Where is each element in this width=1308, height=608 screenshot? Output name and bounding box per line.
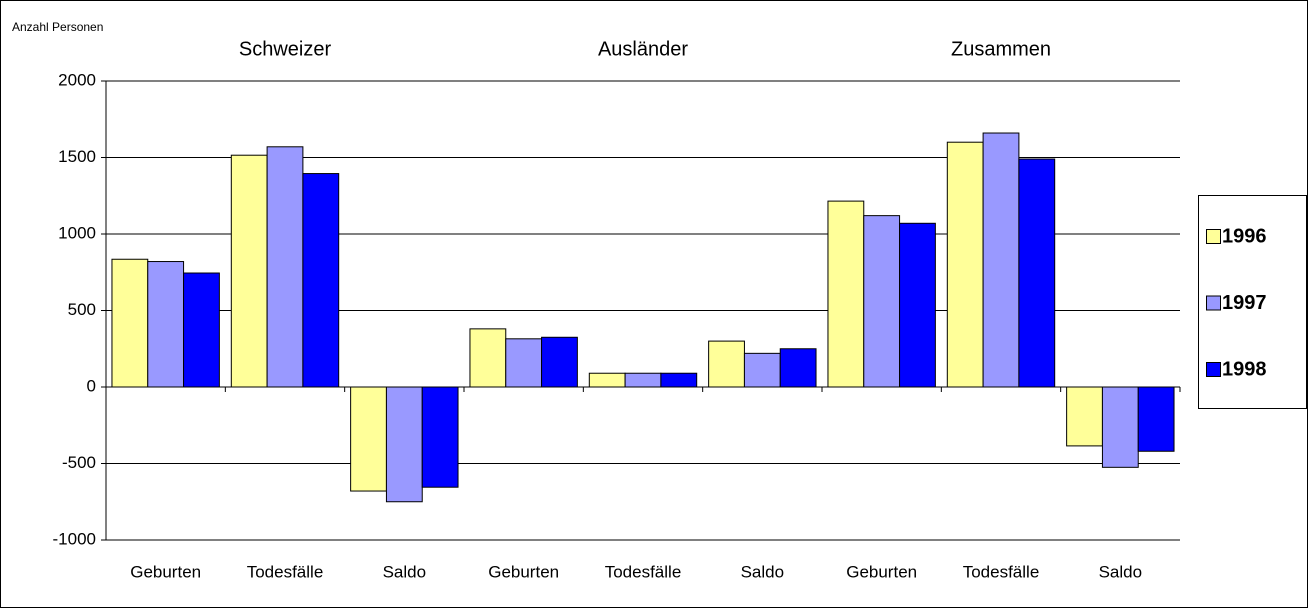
bar [230, 154, 268, 388]
x-tick-label: Saldo [741, 562, 784, 581]
bar [385, 386, 423, 503]
y-tick-label: 2000 [58, 70, 96, 89]
bar [743, 352, 781, 388]
bar [1066, 386, 1103, 447]
bar [505, 338, 543, 388]
bar [541, 336, 578, 388]
x-tick-label: Geburten [846, 562, 917, 581]
bar [111, 258, 149, 388]
bar [779, 348, 817, 388]
y-tick-label: 1500 [58, 147, 96, 166]
bar [1101, 386, 1139, 468]
x-tick-label: Geburten [488, 562, 559, 581]
y-tick-label: -1000 [53, 529, 96, 548]
bar [302, 173, 340, 388]
bar [863, 215, 901, 388]
bar [1018, 158, 1056, 388]
bar [1137, 386, 1175, 452]
bar [421, 386, 459, 488]
bar [350, 386, 387, 492]
bar [660, 372, 698, 388]
x-tick-label: Saldo [383, 562, 426, 581]
bar [147, 261, 185, 388]
legend-swatch [1206, 295, 1221, 311]
bar [469, 328, 507, 388]
legend-swatch [1206, 229, 1221, 244]
x-tick-label: Saldo [1099, 562, 1142, 581]
x-tick-label: Todesfälle [247, 562, 324, 581]
bar [183, 272, 220, 388]
bar [946, 141, 984, 388]
bar [982, 132, 1020, 388]
y-tick-label: -500 [62, 453, 96, 472]
bar [899, 222, 936, 388]
y-axis-label: Anzahl Personen [12, 20, 103, 34]
y-tick-label: 500 [68, 300, 96, 319]
y-tick-label: 1000 [58, 223, 96, 242]
x-tick-label: Todesfälle [605, 562, 682, 581]
legend-swatch [1206, 362, 1221, 377]
bar [624, 372, 662, 388]
group-label: Schweizer [239, 38, 332, 60]
legend-label: 1998 [1222, 358, 1267, 380]
y-tick-label: 0 [87, 376, 96, 395]
legend-label: 1996 [1222, 225, 1267, 247]
bar [708, 340, 745, 388]
group-label: Zusammen [951, 38, 1051, 60]
bar [588, 372, 626, 388]
x-tick-label: Todesfälle [963, 562, 1040, 581]
bar [266, 146, 304, 388]
bar [827, 200, 865, 388]
group-label: Ausländer [598, 38, 688, 60]
legend-label: 1997 [1222, 292, 1267, 314]
x-tick-label: Geburten [130, 562, 201, 581]
